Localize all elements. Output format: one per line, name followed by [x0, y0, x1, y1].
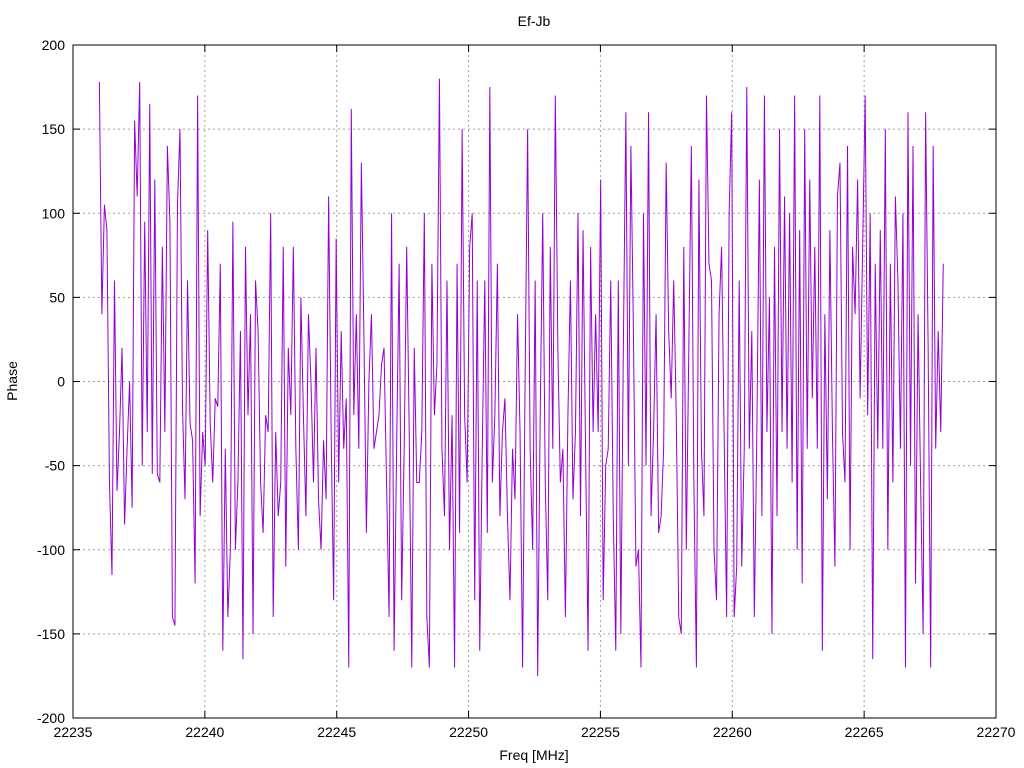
series-line	[98, 78, 944, 676]
x-tick-label: 22265	[845, 724, 884, 740]
y-tick-label: 50	[49, 289, 65, 305]
y-tick-label: 0	[57, 374, 65, 390]
x-tick-label: 22260	[713, 724, 752, 740]
x-tick-label: 22235	[54, 724, 93, 740]
series-layer	[98, 78, 944, 676]
plot-frame	[72, 44, 997, 719]
x-tick-label: 22240	[185, 724, 224, 740]
x-tick-label: 22245	[317, 724, 356, 740]
y-tick-label: 150	[42, 121, 66, 137]
y-tick-label: 100	[42, 205, 66, 221]
x-tick-label: 22270	[977, 724, 1016, 740]
x-tick-label: 22250	[449, 724, 488, 740]
y-tick-label: -100	[37, 542, 65, 558]
y-tick-label: -150	[37, 626, 65, 642]
x-axis-title: Freq [MHz]	[499, 747, 568, 763]
chart-title: Ef-Jb	[518, 13, 551, 29]
x-tick-label: 22255	[581, 724, 620, 740]
y-axis-title: Phase	[4, 361, 20, 401]
y-tick-label: -200	[37, 710, 65, 726]
y-tick-label: 200	[42, 37, 66, 53]
y-tick-label: -50	[45, 458, 65, 474]
tick-labels: 22235 22240 22245 22250 22255 22260 22265 22270…	[37, 37, 1016, 740]
